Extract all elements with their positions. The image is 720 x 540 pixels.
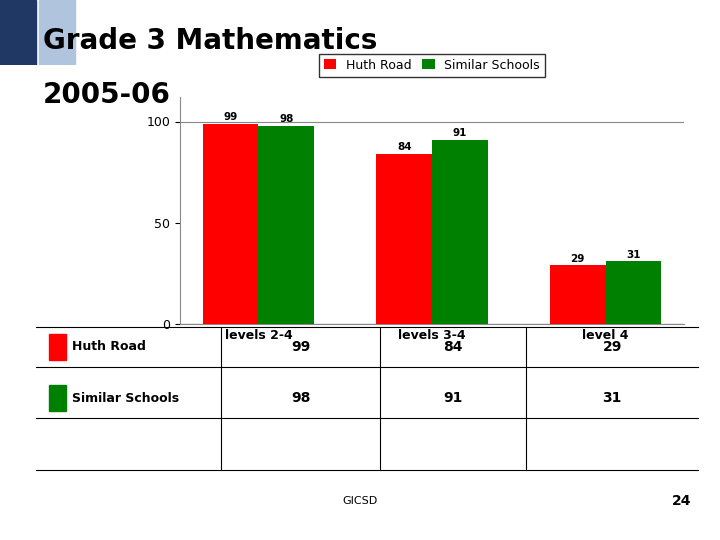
Text: 24: 24 [672, 495, 691, 508]
Text: 84: 84 [397, 142, 412, 152]
Text: Grade 3 Mathematics: Grade 3 Mathematics [43, 27, 377, 55]
Bar [606, 261, 661, 324]
Text: Similar Schools: Similar Schools [73, 392, 179, 405]
Text: Huth Road: Huth Road [73, 340, 146, 353]
Text: 31: 31 [603, 392, 622, 405]
Text: GICSD: GICSD [343, 496, 377, 507]
Text: 99: 99 [223, 112, 238, 122]
Bar [49, 334, 66, 360]
Text: 98: 98 [292, 392, 310, 405]
Bar [377, 154, 432, 324]
Legend: Huth Road, Similar Schools: Huth Road, Similar Schools [319, 53, 545, 77]
Text: 98: 98 [279, 114, 294, 124]
Text: 29: 29 [570, 254, 585, 264]
Bar [258, 126, 314, 324]
Bar [49, 386, 66, 411]
Bar [432, 140, 487, 324]
Text: 31: 31 [626, 249, 641, 260]
Bar [180, 324, 684, 330]
Text: 2005-06: 2005-06 [43, 81, 171, 109]
Bar [203, 124, 258, 324]
Text: 84: 84 [444, 340, 463, 354]
Text: 99: 99 [292, 340, 310, 354]
Bar [550, 265, 606, 324]
Bar [39, 0, 75, 65]
Text: 91: 91 [453, 128, 467, 138]
Text: 29: 29 [603, 340, 622, 354]
Text: 91: 91 [444, 392, 463, 405]
Bar [0, 0, 36, 65]
